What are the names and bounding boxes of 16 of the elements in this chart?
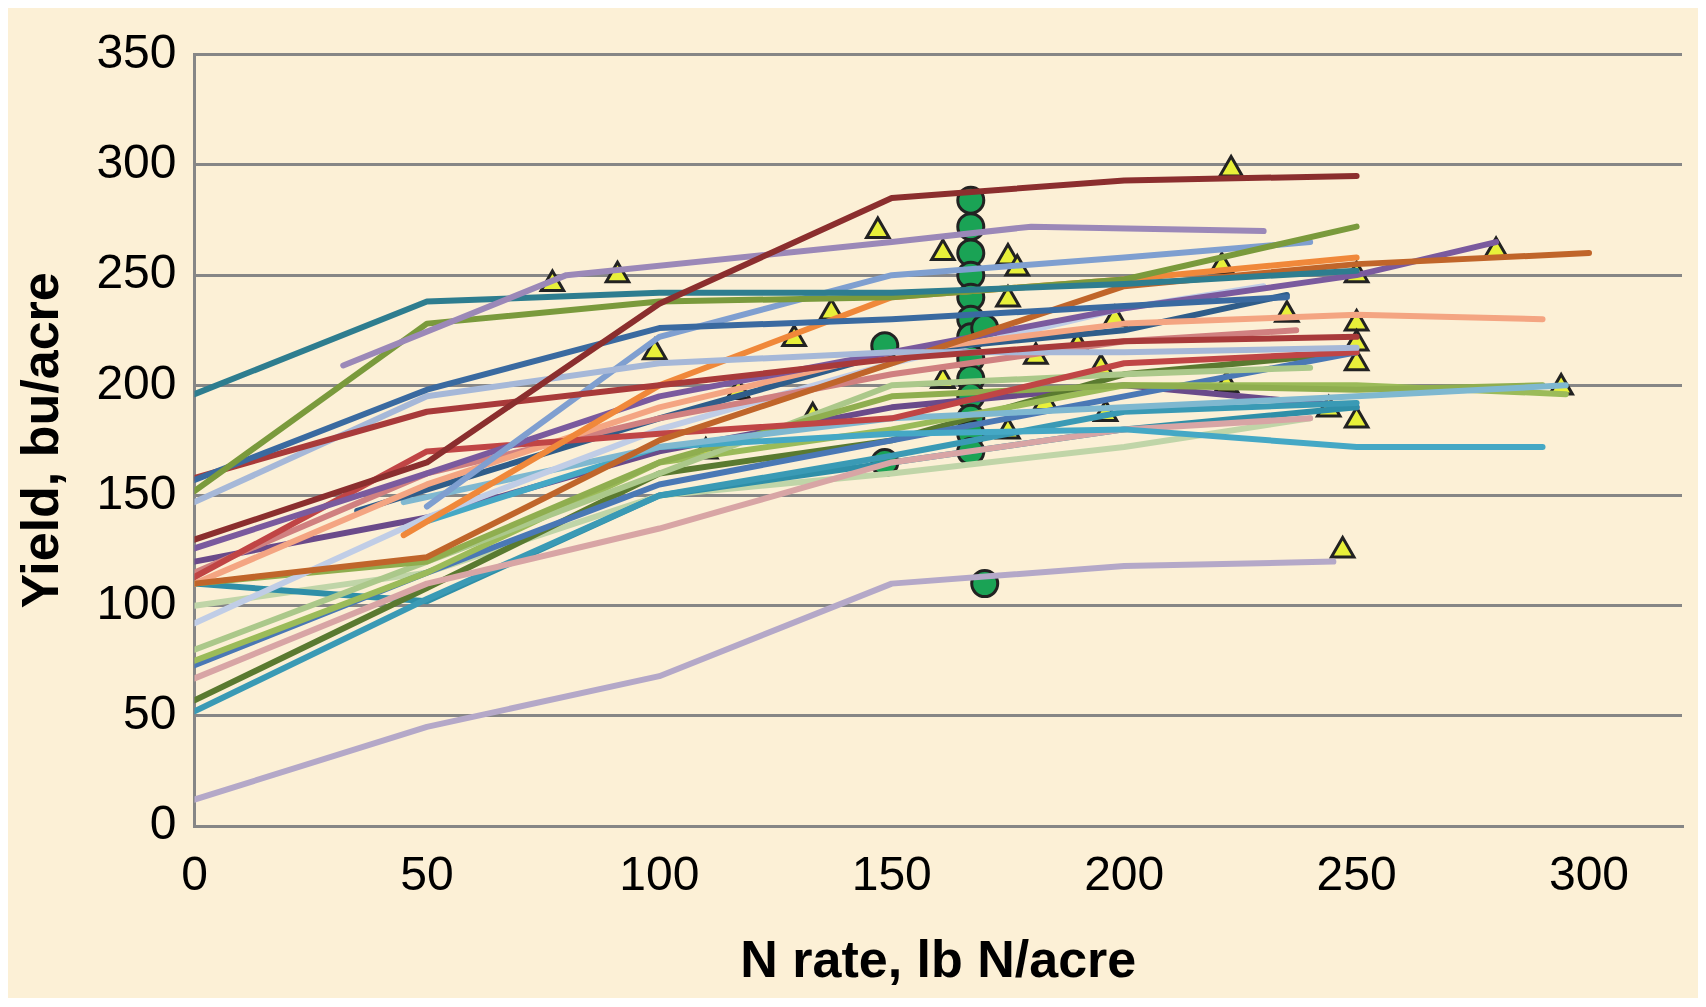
y-tick-label: 300: [96, 135, 177, 189]
x-tick-label: 100: [619, 847, 700, 901]
y-tick-label: 150: [96, 465, 177, 519]
x-tick-label: 150: [851, 847, 932, 901]
y-tick-label: 100: [96, 575, 177, 629]
y-tick-label: 350: [96, 25, 177, 79]
y-axis-title: Yield, bu/acre: [10, 272, 69, 609]
x-tick-label: 50: [400, 847, 454, 901]
x-axis-title: N rate, lb N/acre: [740, 930, 1137, 989]
x-tick-label: 200: [1084, 847, 1165, 901]
x-tick-label: 300: [1548, 847, 1630, 901]
y-tick-label: 0: [149, 796, 177, 850]
y-tick-label: 50: [123, 686, 177, 740]
y-tick-label: 200: [96, 355, 177, 409]
x-tick-label: 250: [1316, 847, 1397, 901]
y-tick-label: 250: [96, 245, 177, 299]
